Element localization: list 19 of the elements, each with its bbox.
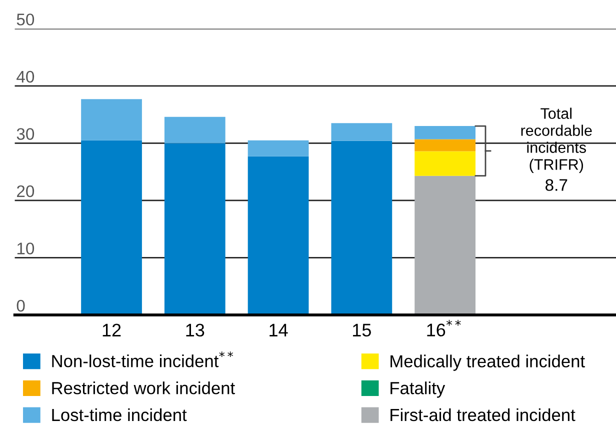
- legend-label: Medically treated incident: [390, 354, 585, 371]
- legend-label: Fatality: [390, 382, 446, 398]
- y-tick-label: 50: [16, 14, 34, 26]
- y-tick-label: 20: [17, 185, 34, 198]
- legend-label: Lost-time incident: [52, 408, 187, 422]
- x-tick-label: 15: [353, 324, 371, 337]
- x-tick-label: 14: [270, 324, 288, 336]
- y-tick-label: 10: [17, 242, 34, 254]
- x-tick-label: 13: [186, 324, 204, 337]
- legend-label: First-aid treated incident: [390, 408, 576, 422]
- x-tick-label: 12: [102, 324, 121, 336]
- x-tick-label: 16$^{**}$: [427, 320, 461, 336]
- y-tick-label: 40: [16, 70, 34, 83]
- y-tick-label: 0: [16, 300, 25, 312]
- legend-label: Restricted work incident: [52, 382, 235, 394]
- legend-label: Non-lost-time incident$^{**}$: [52, 351, 234, 368]
- y-tick-label: 30: [16, 128, 34, 140]
- text: Total recordable incidents (TRIFR): [521, 108, 592, 173]
- text: 8.7: [546, 179, 568, 191]
